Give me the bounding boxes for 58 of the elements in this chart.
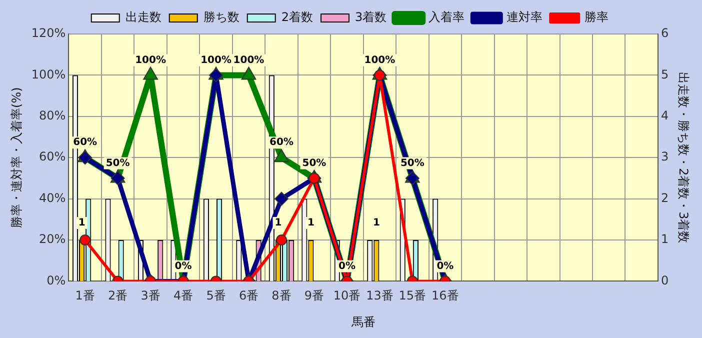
x-tick-label: 1番	[75, 288, 95, 303]
x-tick-label: 3番	[140, 288, 160, 303]
legend-label: 3着数	[355, 10, 387, 24]
data-label: 100%	[135, 54, 166, 66]
legend-label: 出走数	[125, 10, 162, 24]
y-tick-label: 0%	[46, 273, 66, 288]
legend-label: 入着率	[428, 10, 465, 24]
x-tick-label: 9番	[304, 288, 324, 303]
x-tick-label: 16番	[432, 288, 459, 303]
point	[78, 150, 92, 165]
y2-tick-label: 2	[660, 190, 669, 205]
point	[274, 149, 289, 162]
x-tick-label: 2番	[108, 288, 128, 303]
x-axis-title: 馬番	[350, 314, 376, 329]
data-label: 50%	[400, 158, 424, 169]
point	[274, 192, 288, 206]
data-label: 1	[78, 218, 86, 229]
y-tick-label: 100%	[31, 67, 66, 82]
data-label: 0%	[174, 260, 192, 272]
y-tick-label: 40%	[39, 190, 66, 205]
data-label: 100%	[364, 54, 396, 66]
legend-label: 勝ち数	[203, 10, 240, 24]
data-label: 50%	[302, 158, 326, 169]
x-tick-label: 8番	[272, 288, 292, 303]
y2-tick-label: 4	[660, 108, 669, 123]
y-tick-label: 80%	[39, 108, 66, 123]
legend-label: 連対率	[506, 10, 543, 24]
x-tick-label: 4番	[173, 288, 194, 303]
y-tick-label: 20%	[39, 232, 66, 246]
data-label: 1	[307, 218, 314, 229]
data-label: 1	[274, 218, 282, 229]
data-label: 60%	[73, 137, 98, 148]
data-label: 100%	[233, 54, 264, 66]
y-tick-label: 120%	[31, 26, 66, 40]
data-label: 60%	[270, 137, 294, 148]
legend-label: 勝率	[584, 10, 609, 24]
x-tick-label: 5番	[206, 288, 226, 303]
data-label: 1	[372, 218, 380, 229]
legend-label: 2着数	[281, 10, 314, 24]
data-label: 0%	[338, 260, 356, 272]
x-tick-label: 10番	[333, 288, 361, 303]
y2-axis-title: 出走数・勝ち数・2着数・3着数	[676, 72, 691, 244]
data-label: 0%	[436, 260, 454, 272]
y-tick-label: 60%	[39, 150, 66, 164]
x-tick-label: 6番	[238, 288, 259, 303]
x-tick-label: 13番	[366, 288, 394, 303]
y2-tick-label: 1	[660, 232, 669, 246]
x-tick-label: 15番	[398, 288, 426, 303]
y-axis-title: 勝率・連対率・入着率(%)	[9, 87, 24, 228]
y2-tick-label: 3	[660, 150, 669, 164]
point	[209, 68, 224, 82]
data-label: 100%	[200, 54, 232, 66]
y2-tick-label: 6	[660, 26, 669, 40]
y2-tick-label: 5	[660, 67, 669, 82]
point	[405, 171, 420, 186]
point	[110, 171, 125, 186]
data-label: 50%	[106, 158, 130, 169]
y2-tick-label: 0	[660, 273, 669, 288]
